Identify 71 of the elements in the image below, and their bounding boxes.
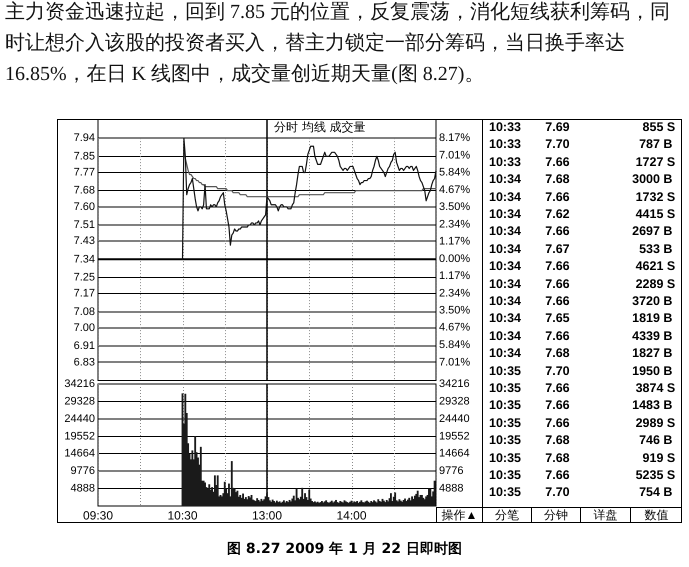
text: 10:35 7.66 3874 S <box>489 380 676 397</box>
y2-tick-label: 0.00% <box>439 252 470 265</box>
y2-tick-label: 1.17% <box>439 236 470 248</box>
text: 图 8.27 2009 年 1 月 22 日即时图 <box>226 540 463 558</box>
text: 10:35 7.68 919 S <box>489 450 676 467</box>
y2-tick-label: 4.67% <box>439 322 470 334</box>
y2-tick-label: 2.34% <box>439 218 470 230</box>
y-tick-label: 7.00 <box>74 322 95 334</box>
y-tick-label: 7.25 <box>74 271 95 284</box>
y-tick-label: 19552 <box>64 430 95 442</box>
text: 10:33 7.70 787 B <box>489 136 672 154</box>
text: 10:34 7.68 3000 B <box>489 171 672 188</box>
y2-tick-label: 3.50% <box>439 304 470 316</box>
y2-tick-label: 4.67% <box>439 184 470 196</box>
y-tick-label: 14664 <box>64 448 95 460</box>
y-tick-label: 34216 <box>64 378 95 390</box>
text: 10:34 7.66 2697 B <box>489 223 672 240</box>
text: 10:34 7.66 2289 S <box>489 276 676 293</box>
text: 10:35 7.66 2989 S <box>489 414 676 432</box>
y2-tick-label: 2.34% <box>439 287 470 300</box>
y-tick-label: 7.17 <box>74 288 95 300</box>
y-tick-label: 7.94 <box>74 132 95 144</box>
text: 10:34 7.68 1827 B <box>489 345 672 362</box>
y-tick-label: 7.08 <box>74 306 95 318</box>
y-tick-label: 7.60 <box>74 200 95 213</box>
y-tick-label: 7.68 <box>74 184 95 197</box>
y-tick-label: 7.51 <box>74 219 95 231</box>
y2-tick-label: 7.01% <box>439 356 470 368</box>
y-tick-label: 7.85 <box>74 150 95 162</box>
text: 10:35 7.70 1950 B <box>489 362 672 380</box>
text: 10:35 7.66 5235 S <box>489 467 676 484</box>
text: 10:34 7.66 4339 B <box>489 328 672 345</box>
y2-tick-label: 34216 <box>439 378 470 390</box>
y2-tick-label: 4888 <box>439 482 464 495</box>
y2-tick-label: 24440 <box>439 412 470 425</box>
x-tick-label: 09:30 <box>82 508 114 523</box>
y2-tick-label: 9776 <box>439 465 464 478</box>
y2-tick-label: 19552 <box>439 430 470 442</box>
text: 10:34 7.66 4621 S <box>489 258 676 276</box>
y-tick-label: 24440 <box>64 412 95 425</box>
x-tick-label: 14:00 <box>336 508 367 523</box>
y-tick-label: 9776 <box>70 465 95 478</box>
x-tick-label: 13:00 <box>252 508 282 523</box>
y-tick-label: 29328 <box>64 395 95 408</box>
y2-tick-label: 3.50% <box>439 201 470 214</box>
text: 10:35 7.66 1483 B <box>489 397 672 414</box>
y-tick-label: 7.34 <box>74 253 95 266</box>
y-tick-label: 7.77 <box>74 166 95 179</box>
y-tick-label: 6.83 <box>74 356 95 368</box>
y2-tick-label: 1.17% <box>439 270 470 282</box>
text: 10:33 7.69 855 S <box>489 119 676 136</box>
text: 主力资金迅速拉起，回到 7.85 元的位置，反复震荡，消化短线获利筹码，同时让想介入该股的投资者买入，替主力锁定一部分筹码，当日换手率达 16.85%，在日 K 线图中，成交量创近期天量(图 8.27)。 <box>5 0 671 87</box>
annotation: 分时 均线 成交量 <box>274 120 366 134</box>
y2-tick-label: 5.84% <box>439 339 470 352</box>
text: 10:34 7.66 1732 S <box>489 188 676 206</box>
y2-tick-label: 8.17% <box>439 132 470 144</box>
y-tick-label: 7.43 <box>74 235 95 248</box>
text: 10:34 7.67 533 B <box>489 240 672 258</box>
y2-tick-label: 14664 <box>439 448 470 460</box>
y-tick-label: 4888 <box>70 482 95 495</box>
text: 10:34 7.66 3720 B <box>489 293 672 310</box>
y2-tick-label: 5.84% <box>439 166 470 179</box>
text: 10:34 7.65 1819 B <box>489 310 672 328</box>
y2-tick-label: 7.01% <box>439 149 470 162</box>
y-tick-label: 6.91 <box>74 340 95 352</box>
text: 10:33 7.66 1727 S <box>489 154 676 171</box>
y2-tick-label: 29328 <box>439 395 470 408</box>
text: 10:34 7.62 4415 S <box>489 206 676 223</box>
text: 10:35 7.68 746 B <box>489 432 672 450</box>
x-tick-label: 10:30 <box>167 508 198 523</box>
text: 10:35 7.70 754 B <box>489 484 672 502</box>
